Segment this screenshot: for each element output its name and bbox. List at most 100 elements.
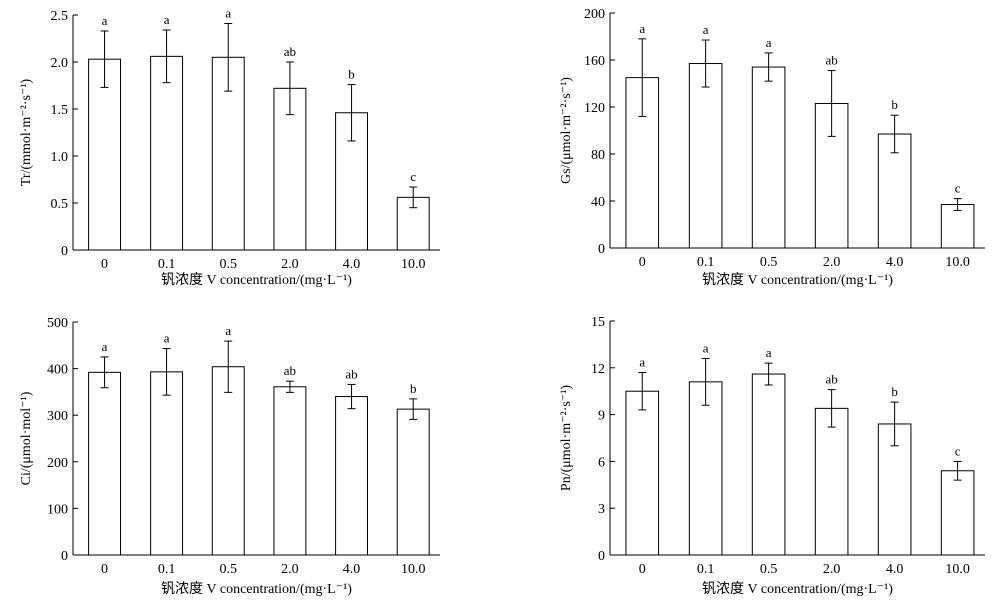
y-tick-label: 6: [598, 455, 605, 470]
x-tick-label: 10.0: [401, 562, 426, 577]
x-tick-label: 0.1: [697, 255, 715, 270]
x-tick-label: 0.1: [697, 562, 715, 577]
y-axis-label: Pn/(μmol·m⁻²·s⁻¹): [559, 385, 574, 491]
bar: [88, 58, 122, 251]
bar: [751, 373, 786, 556]
x-tick-label: 2.0: [281, 257, 299, 272]
x-tick-label: 0.5: [760, 255, 778, 270]
chart-panel-1: 0 0.5 1.0 1.5 2.0 2.5 a 0 a 0.1 a 0.5 ab 2.0 b 4.0 c 10.0…: [19, 5, 440, 288]
significance-letter: a: [639, 21, 645, 36]
bar: [688, 381, 723, 556]
y-tick-label: 300: [47, 409, 68, 424]
y-tick-label: 0.5: [51, 197, 69, 212]
significance-letter: b: [891, 97, 898, 112]
x-tick-label: 0.1: [158, 257, 176, 272]
x-tick-label: 10.0: [945, 255, 970, 270]
y-tick-label: 15: [591, 315, 605, 330]
bar: [88, 371, 122, 556]
x-axis-label: 钒浓度 V concentration/(mg·L⁻¹): [161, 272, 352, 288]
significance-letter: b: [891, 384, 898, 399]
y-tick-label: 120: [584, 101, 605, 116]
x-tick-label: 0.5: [219, 562, 237, 577]
x-tick-label: 0: [101, 562, 108, 577]
bar: [751, 66, 786, 249]
y-axis-label: Tr/(mmol·m⁻²·s⁻¹): [19, 78, 34, 186]
x-axis-label: 钒浓度 V concentration/(mg·L⁻¹): [702, 581, 893, 597]
bar: [150, 371, 184, 556]
y-tick-label: 0: [61, 549, 68, 564]
chart-panel-2: 0 40 80 120 160 200 a 0 a 0.1 a 0.5 ab 2.0 b 4.0 c 10.0 钒浓…: [559, 7, 985, 288]
bar: [273, 386, 307, 556]
x-tick-label: 0: [101, 257, 108, 272]
significance-letter: c: [955, 443, 961, 458]
significance-letter: c: [955, 181, 961, 196]
y-tick-label: 400: [47, 363, 68, 378]
x-tick-label: 0: [639, 255, 646, 270]
x-tick-label: 4.0: [343, 562, 361, 577]
significance-letter: a: [164, 331, 170, 346]
x-tick-label: 2.0: [823, 255, 841, 270]
significance-letter: a: [102, 339, 108, 354]
significance-letter: a: [225, 5, 231, 20]
chart-panel-4: 0 3 6 9 12 15 a 0 a 0.1 a 0.5 ab 2.0 b 4.0 c 10.0 钒浓度 V co…: [559, 315, 985, 597]
x-tick-label: 10.0: [401, 257, 426, 272]
significance-letter: ab: [284, 363, 296, 378]
y-tick-label: 12: [591, 362, 605, 377]
y-axis-label: Gs/(μmol·m⁻²·s⁻¹): [559, 77, 574, 184]
significance-letter: ab: [345, 366, 357, 381]
y-tick-label: 80: [591, 148, 605, 163]
y-tick-label: 0: [61, 244, 68, 259]
x-tick-label: 0.5: [219, 257, 237, 272]
x-tick-label: 10.0: [945, 562, 970, 577]
y-tick-label: 200: [47, 456, 68, 471]
significance-letter: a: [703, 340, 709, 355]
significance-letter: b: [348, 67, 355, 82]
significance-letter: a: [703, 22, 709, 37]
bar: [211, 366, 245, 556]
y-tick-label: 100: [47, 502, 68, 517]
x-tick-label: 2.0: [823, 562, 841, 577]
significance-letter: c: [410, 169, 416, 184]
significance-letter: b: [410, 381, 417, 396]
y-tick-label: 0: [598, 549, 605, 564]
bar: [150, 55, 184, 251]
y-tick-label: 1.5: [51, 103, 69, 118]
x-tick-label: 0.5: [760, 562, 778, 577]
significance-letter: a: [639, 354, 645, 369]
x-tick-label: 0: [639, 562, 646, 577]
y-tick-label: 160: [584, 54, 605, 69]
x-tick-label: 4.0: [886, 255, 904, 270]
significance-letter: a: [766, 345, 772, 360]
bar: [940, 470, 975, 556]
significance-letter: ab: [284, 44, 296, 59]
y-axis-label: Ci/(μmol·mol⁻¹): [19, 391, 34, 485]
significance-letter: ab: [825, 372, 837, 387]
y-tick-label: 40: [591, 195, 605, 210]
x-tick-label: 2.0: [281, 562, 299, 577]
bar: [396, 196, 430, 251]
x-axis-label: 钒浓度 V concentration/(mg·L⁻¹): [702, 272, 893, 288]
bar: [940, 204, 975, 249]
y-tick-label: 0: [598, 242, 605, 257]
y-tick-label: 9: [598, 409, 605, 424]
significance-letter: ab: [825, 53, 837, 68]
bar: [335, 112, 369, 251]
x-tick-label: 0.1: [158, 562, 176, 577]
x-tick-label: 4.0: [886, 562, 904, 577]
y-tick-label: 500: [47, 316, 68, 331]
bar: [273, 87, 307, 251]
y-tick-label: 200: [584, 7, 605, 22]
y-tick-label: 2.0: [51, 56, 69, 71]
significance-letter: a: [102, 13, 108, 28]
x-tick-label: 4.0: [343, 257, 361, 272]
bar: [396, 408, 430, 556]
x-axis-label: 钒浓度 V concentration/(mg·L⁻¹): [161, 581, 352, 597]
y-tick-label: 2.5: [51, 9, 69, 24]
bar: [814, 407, 849, 556]
bar: [688, 63, 723, 249]
significance-letter: a: [164, 12, 170, 27]
chart-panel-3: 0 100 200 300 400 500 a 0 a 0.1 a 0.5 ab 2.0 ab 4.0 b 10.…: [19, 316, 440, 597]
significance-letter: a: [766, 35, 772, 50]
bar: [625, 390, 660, 556]
